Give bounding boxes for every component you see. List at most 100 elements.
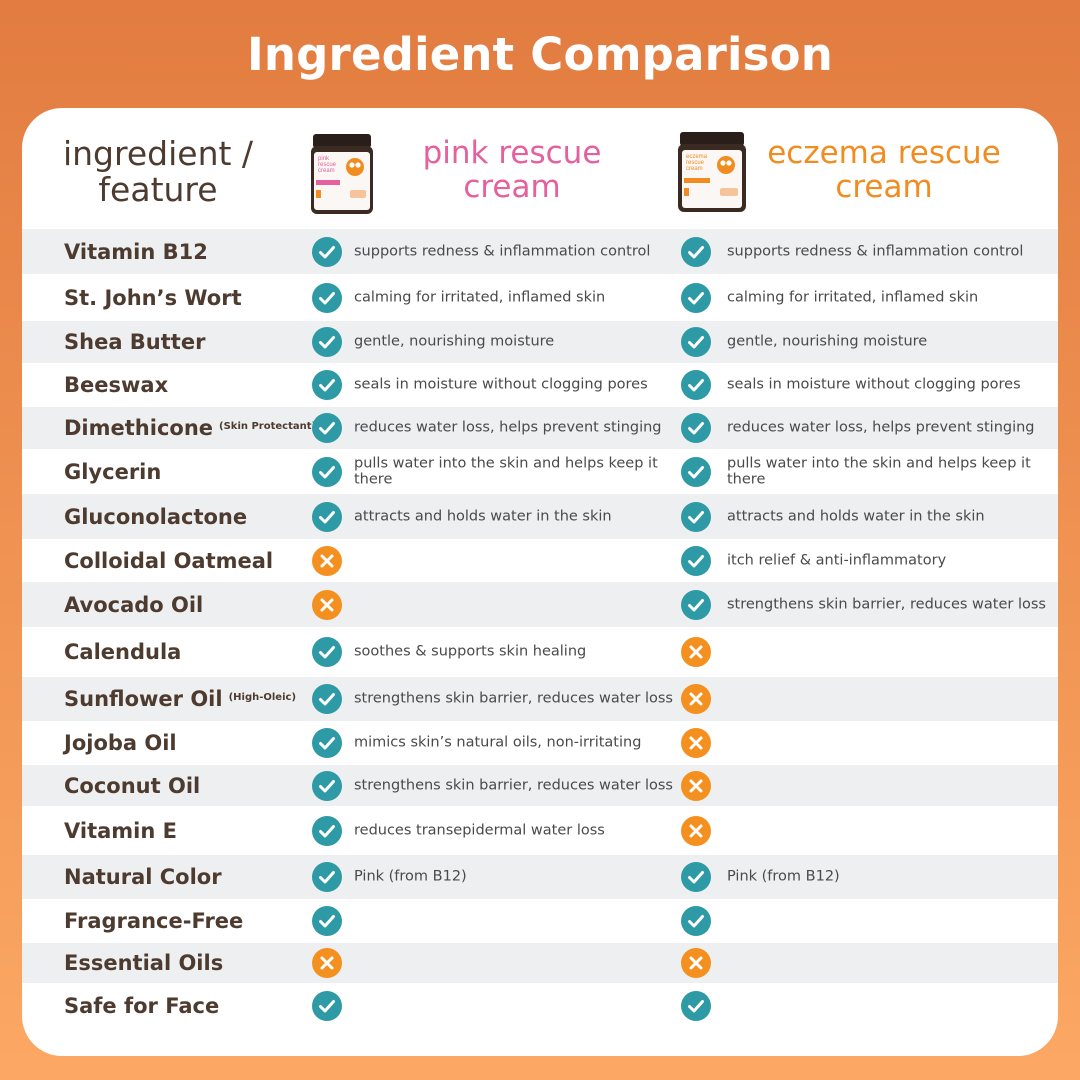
pink-description: soothes & supports skin healing — [354, 643, 587, 660]
check-icon — [681, 282, 711, 313]
eczema-rescue-jar-image: eczema rescue cream — [678, 132, 746, 212]
ingredient-label: Colloidal Oatmeal — [64, 548, 274, 573]
pink-description: gentle, nourishing moisture — [354, 333, 555, 350]
cross-icon — [312, 589, 342, 620]
table-row: Essential Oils — [22, 943, 1058, 983]
ingredient-name: Glycerin — [64, 460, 161, 484]
eczema-description: attracts and holds water in the skin — [727, 508, 985, 525]
ingredient-label: Beeswax — [64, 373, 169, 397]
ingredient-label: Natural Color — [64, 865, 222, 889]
eczema-description: gentle, nourishing moisture — [727, 333, 928, 350]
page-title: Ingredient Comparison — [246, 28, 834, 81]
ingredient-name: Colloidal Oatmeal — [64, 549, 273, 573]
ingredient-name: Calendula — [64, 640, 181, 664]
pink-description: Pink (from B12) — [354, 868, 467, 885]
ingredient-label: Vitamin E — [64, 818, 177, 843]
cross-icon — [681, 637, 711, 667]
ingredient-label: Calendula — [64, 640, 182, 664]
check-icon — [312, 637, 342, 667]
ingredient-name: Safe for Face — [64, 994, 219, 1018]
check-icon — [312, 327, 342, 357]
check-icon — [312, 906, 342, 936]
table-row: Glycerin pulls water into the skin and he… — [22, 449, 1058, 494]
cross-icon — [312, 948, 342, 978]
ingredient-label: Essential Oils — [64, 951, 224, 975]
table-row: Jojoba Oil mimics skin’s natural oils, no… — [22, 721, 1058, 765]
pink-description: supports redness & inflammation control — [354, 243, 651, 260]
ingredient-label: Glycerin — [64, 459, 162, 484]
ingredient-name: Dimethicone (Skin Protectant) — [64, 416, 316, 440]
cross-icon — [681, 728, 711, 758]
eczema-rescue-heading: eczema rescue cream — [767, 135, 1001, 206]
check-icon — [681, 370, 711, 400]
table-row: Beeswax seals in moisture without cloggin… — [22, 363, 1058, 407]
pink-description: attracts and holds water in the skin — [354, 508, 612, 525]
ingredient-label: Safe for Face — [64, 993, 220, 1018]
check-icon — [681, 990, 711, 1021]
ingredient-note: (Skin Protectant) — [219, 421, 317, 432]
table-row: Natural Color Pink (from B12) Pink (from B… — [22, 855, 1058, 899]
ingredient-note: (High-Oleic) — [228, 692, 297, 703]
pink-description: reduces water loss, helps prevent stingi… — [354, 419, 662, 436]
check-icon — [312, 456, 342, 487]
pink-description: reduces transepidermal water loss — [354, 822, 605, 839]
check-icon — [312, 501, 342, 532]
check-icon — [681, 862, 711, 892]
table-row: Vitamin B12 supports redness & inflammati… — [22, 229, 1058, 274]
check-icon — [312, 684, 342, 714]
check-icon — [312, 770, 342, 801]
ingredient-label: Sunflower Oil — [64, 687, 223, 711]
table-row: Safe for Face — [22, 983, 1058, 1028]
table-row: Fragrance-Free — [22, 899, 1058, 943]
ingredient-name: Natural Color — [64, 865, 222, 889]
svg-text:cream: cream — [318, 168, 335, 174]
eczema-description: supports redness & inflammation control — [727, 243, 1024, 260]
svg-text:eczema: eczema — [686, 154, 708, 160]
ingredient-name: Essential Oils — [64, 951, 223, 975]
ingredient-name: Sunflower Oil (High-Oleic) — [64, 687, 296, 711]
eczema-description: reduces water loss, helps prevent stingi… — [727, 419, 1035, 436]
cross-icon — [681, 815, 711, 846]
pink-description: pulls water into the skin and helps keep… — [354, 454, 658, 488]
table-row: Sunflower Oil (High-Oleic) strengthens ski… — [22, 677, 1058, 721]
check-icon — [681, 236, 711, 267]
ingredient-label: Fragrance-Free — [64, 909, 244, 933]
pink-description: mimics skin’s natural oils, non-irritati… — [354, 734, 642, 751]
ingredient-name: Shea Butter — [64, 330, 205, 354]
svg-text:cream: cream — [686, 166, 703, 172]
pink-description: seals in moisture without clogging pores — [354, 376, 648, 393]
cross-icon — [312, 545, 342, 576]
ingredient-name: Avocado Oil — [64, 593, 203, 617]
ingredient-label: Vitamin B12 — [64, 239, 208, 264]
table-row: Vitamin E reduces transepidermal water lo… — [22, 806, 1058, 855]
table-row: Shea Butter gentle, nourishing moisture ge… — [22, 321, 1058, 363]
check-icon — [312, 413, 342, 443]
check-icon — [681, 545, 711, 576]
ingredient-name: Coconut Oil — [64, 774, 200, 798]
check-icon — [312, 728, 342, 758]
eczema-description: seals in moisture without clogging pores — [727, 376, 1021, 393]
table-row: St. John’s Wort calming for irritated, in… — [22, 274, 1058, 321]
check-icon — [681, 456, 711, 487]
ingredient-name: Vitamin B12 — [64, 240, 208, 264]
pink-description: strengthens skin barrier, reduces water … — [354, 777, 673, 794]
check-icon — [312, 990, 342, 1021]
cross-icon — [681, 948, 711, 978]
svg-text:rescue: rescue — [318, 162, 337, 168]
table-row: Colloidal Oatmeal itch relief & anti-infl… — [22, 539, 1058, 582]
check-icon — [312, 236, 342, 267]
ingredient-column-heading: ingredient / feature — [62, 134, 254, 210]
ingredient-name: Beeswax — [64, 373, 168, 397]
table-row: Coconut Oil strengthens skin barrier, red… — [22, 765, 1058, 806]
comparison-card: ingredient / feature pink rescue cream p… — [22, 108, 1058, 1056]
ingredient-label: Dimethicone — [64, 416, 214, 440]
check-icon — [681, 501, 711, 532]
pink-description: strengthens skin barrier, reduces water … — [354, 690, 673, 707]
eczema-description: itch relief & anti-inflammatory — [727, 552, 947, 569]
ingredient-label: Avocado Oil — [64, 592, 204, 617]
ingredient-name: Gluconolactone — [64, 505, 247, 529]
eczema-description: strengthens skin barrier, reduces water … — [727, 596, 1046, 613]
pink-rescue-heading: pink rescue cream — [422, 135, 602, 206]
cross-icon — [681, 684, 711, 714]
ingredient-name: Fragrance-Free — [64, 909, 243, 933]
